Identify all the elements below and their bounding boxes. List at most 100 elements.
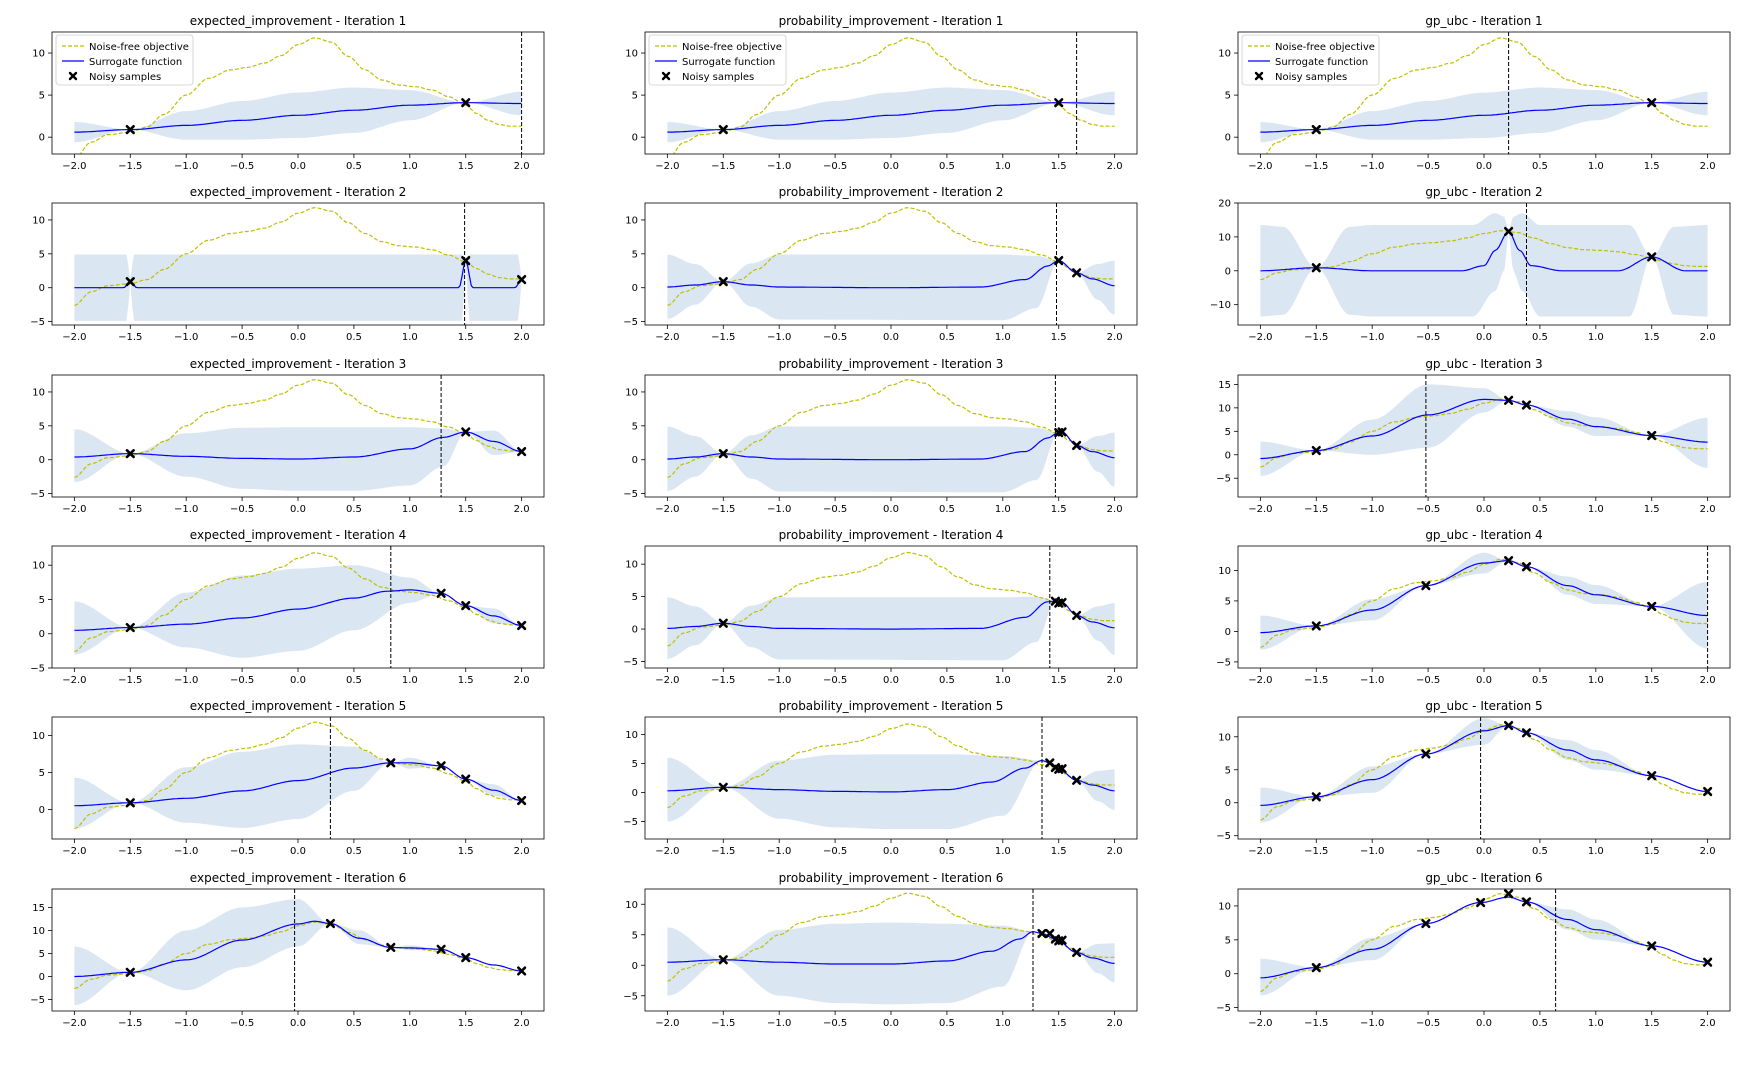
legend-samples-marker — [1254, 71, 1264, 81]
x-tick-label: 0.5 — [346, 1018, 362, 1029]
y-tick-label: −5 — [1216, 657, 1231, 668]
x-tick-label: −1.0 — [1360, 332, 1384, 343]
noisy-sample-point — [1647, 98, 1657, 108]
x-tick-label: 1.5 — [1051, 846, 1067, 857]
y-tick-label: −5 — [30, 489, 45, 500]
x-tick-label: 0.5 — [1532, 161, 1548, 172]
surrogate-line — [1260, 102, 1708, 133]
y-tick-label: 0 — [1225, 969, 1231, 980]
x-tick-label: 1.5 — [1644, 846, 1660, 857]
y-tick-label: −5 — [1216, 831, 1231, 842]
noisy-sample-point — [1521, 728, 1532, 738]
x-tick-label: 1.0 — [995, 846, 1011, 857]
plot-area — [74, 546, 522, 668]
x-tick-label: 0.5 — [939, 332, 955, 343]
y-tick-label: 10 — [625, 49, 638, 60]
x-tick-label: −1.5 — [1304, 161, 1328, 172]
x-tick-label: 0.0 — [290, 161, 306, 172]
x-tick-label: 2.0 — [514, 161, 530, 172]
y-tick-label: 0 — [39, 805, 45, 816]
plot-area — [1260, 546, 1709, 668]
noisy-sample-point — [461, 774, 471, 784]
y-tick-label: −5 — [623, 991, 638, 1002]
subplot-title: gp_ubc - Iteration 4 — [1425, 528, 1542, 542]
x-tick-label: −1.5 — [118, 675, 142, 686]
y-tick-label: 10 — [625, 560, 638, 571]
legend-box — [55, 34, 194, 86]
plot-area — [667, 889, 1115, 1011]
noisy-sample-point — [436, 761, 446, 771]
subplot: −2.0 −1.5 −1.0 −0.5 0.0 0.5 1.0 1.5 2.0 −5 0 5 10 gp_… — [1216, 699, 1731, 857]
noisy-sample-point — [517, 446, 527, 457]
x-tick-label: 2.0 — [1700, 504, 1716, 515]
x-tick-label: −0.5 — [1416, 504, 1440, 515]
x-tick-label: −2.0 — [62, 332, 86, 343]
noisy-sample-point — [1504, 226, 1514, 237]
y-tick-label: 10 — [625, 900, 638, 911]
confidence-band — [667, 596, 1115, 661]
objective-line — [74, 921, 522, 989]
noisy-sample-point — [461, 952, 471, 963]
surrogate-line — [667, 431, 1115, 461]
objective-line — [1260, 893, 1708, 992]
y-tick-label: 0 — [632, 133, 638, 144]
x-tick-label: 1.0 — [1588, 332, 1604, 343]
subplot: −2.0 −1.5 −1.0 −0.5 0.0 0.5 1.0 1.5 2.0 −5 0 5 10 pro… — [623, 528, 1138, 686]
x-tick-label: −1.0 — [1360, 504, 1384, 515]
x-tick-label: 2.0 — [514, 1018, 530, 1029]
noisy-sample-point — [718, 955, 728, 965]
y-tick-label: −5 — [623, 657, 638, 668]
legend-samples-label: Noisy samples — [1275, 72, 1347, 83]
y-tick-label: 10 — [1218, 901, 1231, 912]
subplot-title: probability_improvement - Iteration 4 — [779, 528, 1004, 542]
y-tick-label: −5 — [30, 317, 45, 328]
subplot: −2.0 −1.5 −1.0 −0.5 0.0 0.5 1.0 1.5 2.0 −5 0 5 10 exp… — [30, 185, 545, 343]
x-tick-label: −2.0 — [1248, 1018, 1272, 1029]
x-tick-label: 1.0 — [995, 504, 1011, 515]
noisy-sample-point — [1072, 947, 1082, 958]
objective-line — [74, 379, 522, 478]
x-tick-label: 2.0 — [514, 504, 530, 515]
subplot-title: probability_improvement - Iteration 1 — [779, 14, 1004, 28]
x-tick-label: 2.0 — [1107, 1018, 1123, 1029]
x-tick-label: 2.0 — [1700, 161, 1716, 172]
x-tick-label: −1.0 — [174, 675, 198, 686]
x-tick-label: 2.0 — [514, 332, 530, 343]
x-tick-label: −0.5 — [1416, 846, 1440, 857]
x-tick-label: 1.5 — [1644, 675, 1660, 686]
y-tick-label: 0 — [632, 283, 638, 294]
x-tick-label: 1.5 — [458, 504, 474, 515]
x-tick-label: −0.5 — [823, 1018, 847, 1029]
x-tick-label: 0.0 — [290, 504, 306, 515]
noisy-sample-point — [125, 798, 135, 808]
y-tick-label: 10 — [32, 926, 45, 937]
subplot: −2.0 −1.5 −1.0 −0.5 0.0 0.5 1.0 1.5 2.0 −5 0 5 10 pro… — [623, 185, 1138, 343]
plot-area — [74, 889, 522, 1011]
legend-samples-marker — [68, 71, 78, 81]
noisy-sample-point — [1054, 98, 1064, 108]
subplot: −2.0 −1.5 −1.0 −0.5 0.0 0.5 1.0 1.5 2.0 −5 0 5 10 pro… — [623, 357, 1138, 515]
x-tick-label: −1.5 — [711, 332, 735, 343]
x-tick-label: 0.5 — [1532, 846, 1548, 857]
objective-line — [1265, 37, 1708, 154]
noisy-sample-point — [1057, 935, 1067, 945]
x-tick-label: 2.0 — [514, 675, 530, 686]
x-tick-label: 0.0 — [290, 846, 306, 857]
x-tick-label: 1.5 — [458, 1018, 474, 1029]
y-tick-label: 5 — [632, 421, 638, 432]
subplot-title: expected_improvement - Iteration 6 — [190, 871, 406, 885]
x-tick-label: −0.5 — [823, 332, 847, 343]
x-tick-label: −0.5 — [230, 675, 254, 686]
x-tick-label: 1.0 — [995, 332, 1011, 343]
x-tick-label: 2.0 — [1107, 161, 1123, 172]
objective-line — [1260, 230, 1708, 281]
objective-line — [74, 552, 522, 653]
noisy-sample-point — [718, 618, 728, 628]
y-tick-label: −5 — [623, 489, 638, 500]
noisy-sample-point — [125, 277, 135, 287]
x-tick-label: 0.0 — [1476, 332, 1492, 343]
surrogate-line — [74, 258, 522, 289]
plot-area — [1260, 32, 1708, 154]
plot-area — [667, 717, 1115, 839]
subplot-title: probability_improvement - Iteration 6 — [779, 871, 1004, 885]
